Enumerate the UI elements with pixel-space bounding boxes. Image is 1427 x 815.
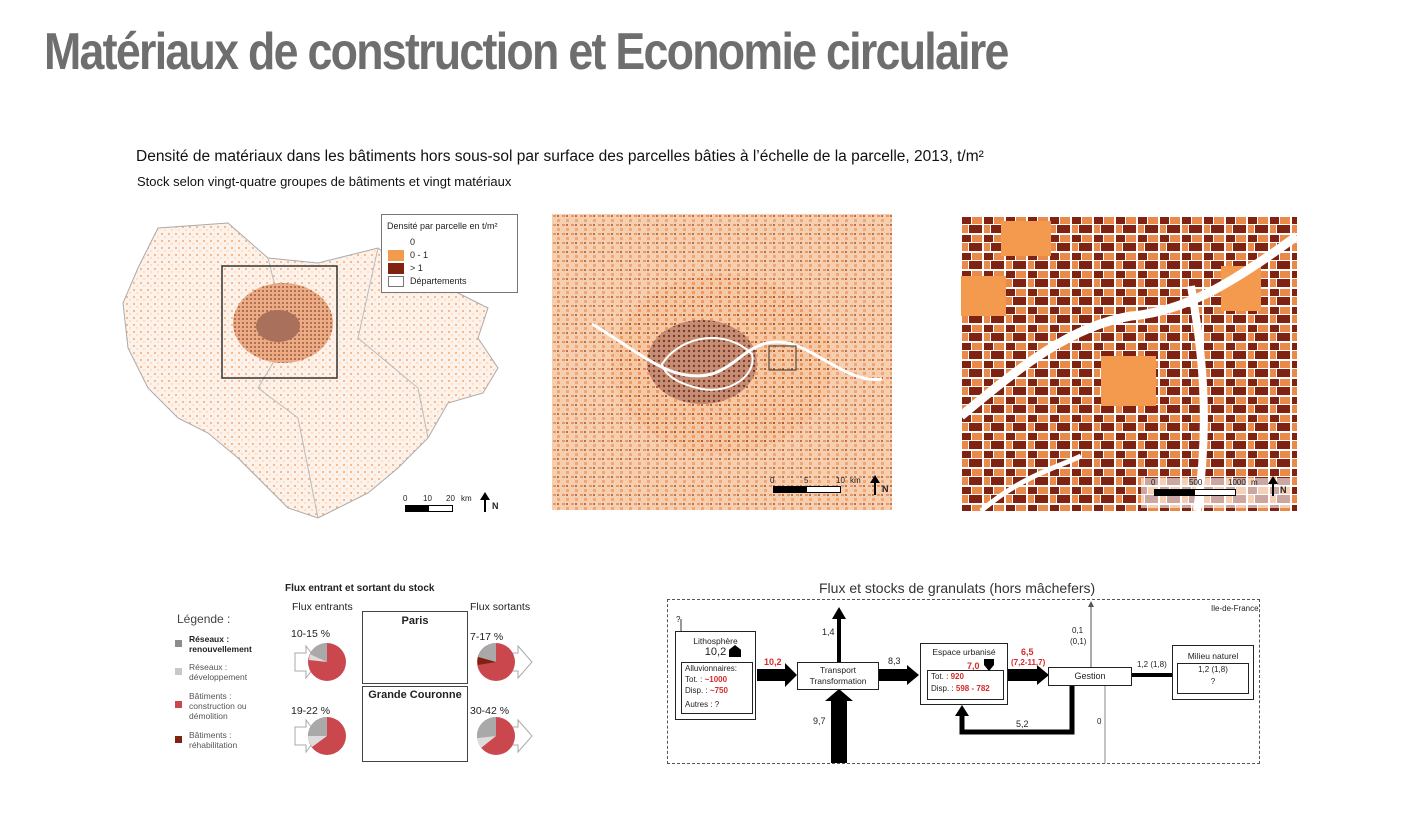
gc-label: Grande Couronne (368, 689, 462, 701)
flux-legend-item: Bâtiments : construction ou démolition (175, 691, 247, 721)
flow-up-range: (0,1) (1070, 637, 1087, 646)
legend-item-high: > 1 (388, 263, 423, 275)
flux-stock-title: Flux entrant et sortant du stock (285, 583, 435, 594)
gc-out-pie (476, 716, 533, 755)
litho-question: ? (676, 615, 681, 624)
north-arrow-map3: N (1268, 476, 1292, 502)
legend-item-zero: 0 (388, 237, 415, 249)
map-subtitle-2: Stock selon vingt-quatre groupes de bâti… (137, 174, 512, 189)
map-legend: Densité par parcelle en t/m² 0 0 - 1 > 1… (381, 214, 518, 293)
flow-up: 0,1 (1072, 626, 1084, 635)
scale-bar-map2: 0 5 10 km (770, 476, 865, 498)
map-subtitle: Densité de matériaux dans les bâtiments … (136, 148, 984, 165)
gc-in-pie (294, 717, 346, 755)
granulats-diagram (667, 599, 1260, 764)
paris-label: Paris (401, 615, 429, 627)
legend-item-low: 0 - 1 (388, 250, 428, 262)
flux-legend-item: Réseaux : développement (175, 662, 247, 682)
flux-in-label: Flux entrants (292, 601, 353, 613)
map-paris-area (552, 214, 892, 510)
flux-legend-title: Légende : (177, 612, 231, 626)
flow-bottom: 9,7 (813, 716, 826, 726)
flow-top: 1,4 (822, 627, 835, 637)
flow-milieu: 1,2 (1,8) (1137, 660, 1167, 669)
lithosphere-box: Lithosphère 10,2 Alluvionnaires: Tot. : … (675, 631, 756, 720)
paris-box: Paris (362, 611, 468, 684)
paris-in-pie (294, 643, 346, 681)
legend-item-departements: Départements (388, 276, 467, 288)
transport-box: Transport Transformation (797, 662, 879, 690)
granulats-title: Flux et stocks de granulats (hors mâchef… (819, 580, 1096, 596)
milieu-naturel-box: Milieu naturel 1,2 (1,8) ? (1172, 645, 1254, 700)
gc-box: Grande Couronne (362, 686, 468, 762)
flow-transport-espace: 8,3 (888, 656, 901, 666)
map-legend-title: Densité par parcelle en t/m² (387, 221, 498, 231)
flow-litho-transport: 10,2 (764, 657, 782, 667)
north-arrow-map2: N (870, 475, 894, 501)
granulats-region: Ile-de-France (1211, 604, 1259, 613)
flux-legend-item: Réseaux : renouvellement (175, 634, 252, 654)
map-ile-de-france (118, 218, 518, 523)
flow-down: 0 (1097, 717, 1102, 726)
scale-bar-map1: 0 10 20 km (403, 494, 473, 516)
flow-return: 5,2 (1016, 719, 1029, 729)
paris-in-value: 10-15 % (291, 628, 331, 640)
flow-espace-gestion: 6,5 (1021, 647, 1034, 657)
gestion-box: Gestion (1048, 667, 1132, 686)
espace-urbanise-box: Espace urbanisé 7,0 Tot. : 920 Disp. : 5… (920, 643, 1008, 705)
flux-legend-item: Bâtiments : réhabilitation (175, 730, 237, 750)
flow-espace-gestion-range: (7,2-11,7) (1011, 658, 1046, 667)
espace-input-arrow (984, 659, 994, 671)
litho-input-arrow (729, 645, 741, 657)
gc-out-value: 30-42 % (470, 705, 510, 717)
paris-out-pie (477, 643, 533, 681)
north-arrow-map1: N (480, 492, 504, 518)
scale-bar-map3: 0 500 1000 m (1151, 478, 1261, 500)
gc-in-value: 19-22 % (291, 705, 331, 717)
page-title: Matériaux de construction et Economie ci… (44, 23, 1009, 81)
paris-out-value: 7-17 % (470, 631, 504, 643)
map-zoom-parcels (961, 216, 1297, 511)
granulats-arrows (678, 601, 1172, 763)
flux-out-label: Flux sortants (470, 601, 531, 613)
